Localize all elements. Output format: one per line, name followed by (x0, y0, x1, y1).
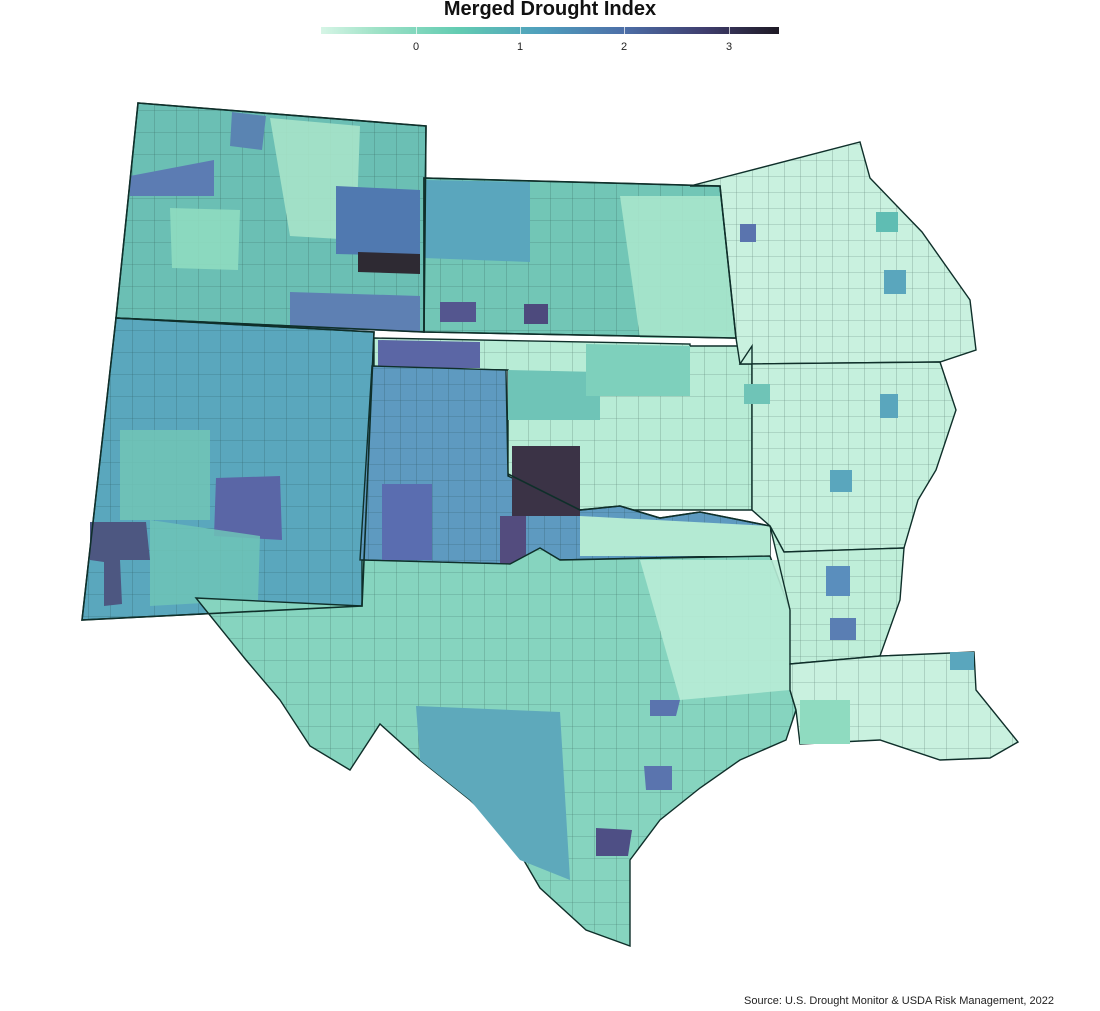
state-wyoming (115, 102, 427, 333)
source-note: Source: U.S. Drought Monitor & USDA Risk… (744, 995, 1054, 1007)
state-texas (194, 547, 797, 947)
legend-tick-0 (416, 27, 417, 34)
legend-tick-2 (624, 27, 625, 34)
state-nebraska (423, 177, 737, 339)
legend-tick-1 (520, 27, 521, 34)
state-arkansas (769, 525, 905, 665)
legend-tick-3 (729, 27, 730, 34)
state-kansas (373, 337, 753, 511)
state-missouri (738, 343, 957, 553)
state-colorado (81, 317, 375, 621)
state-borders (81, 102, 771, 621)
legend-tick-label-0: 0 (412, 41, 420, 53)
legend-gradient (321, 27, 779, 34)
state-iowa (689, 141, 977, 365)
legend-tick-label-2: 2 (620, 41, 628, 53)
legend-title: Merged Drought Index (443, 0, 657, 20)
legend-tick-label-3: 3 (725, 41, 733, 53)
legend-tick-label-1: 1 (516, 41, 524, 53)
legend-colorbar (321, 27, 779, 35)
state-louisiana (789, 651, 1020, 761)
